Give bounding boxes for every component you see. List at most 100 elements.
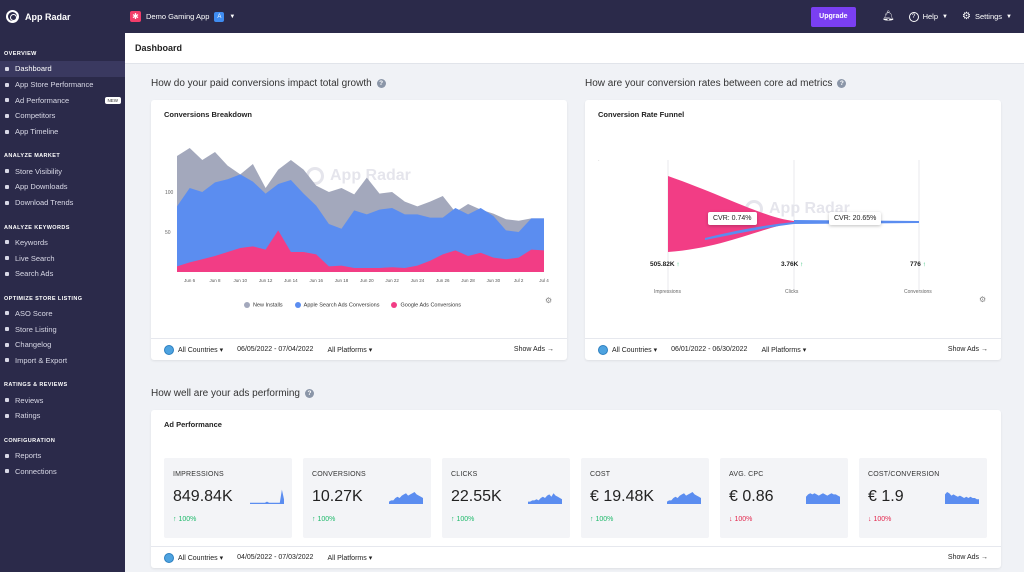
sparkline-area bbox=[945, 492, 979, 504]
sidebar-item-dashboard[interactable]: Dashboard bbox=[0, 61, 125, 77]
help-menu[interactable]: ? Help ▼ bbox=[908, 11, 948, 22]
stage-label-impressions: Impressions bbox=[654, 289, 681, 295]
sidebar-item-label: Store Visibility bbox=[15, 166, 62, 176]
country-filter[interactable]: All Countries ▾ bbox=[164, 552, 223, 563]
sidebar-item-app-timeline[interactable]: App Timeline bbox=[0, 124, 125, 140]
gear-icon: ⚙ bbox=[961, 11, 971, 22]
x-tick-label: Jun 12 bbox=[259, 278, 273, 283]
gear-icon[interactable]: ⚙ bbox=[979, 295, 987, 304]
sidebar-item-label: App Downloads bbox=[15, 182, 68, 192]
brand-logo[interactable]: App Radar bbox=[0, 10, 125, 23]
platform-filter[interactable]: All Platforms ▾ bbox=[761, 346, 807, 354]
show-ads-link[interactable]: Show Ads → bbox=[947, 554, 988, 561]
settings-menu[interactable]: ⚙ Settings ▼ bbox=[962, 11, 1012, 22]
country-filter[interactable]: All Countries ▾ bbox=[598, 344, 657, 355]
sidebar-item-changelog[interactable]: Changelog bbox=[0, 337, 125, 353]
sidebar-item-competitors[interactable]: Competitors bbox=[0, 108, 125, 124]
help-icon[interactable]: ? bbox=[837, 79, 847, 88]
top-bar: App Radar ✱ Demo Gaming App A ▼ Upgrade … bbox=[0, 0, 1024, 33]
legend-swatch bbox=[391, 302, 398, 308]
date-range[interactable]: 06/05/2022 - 07/04/2022 bbox=[237, 346, 314, 353]
y-tick-label: · bbox=[598, 158, 600, 164]
date-range[interactable]: 06/01/2022 - 06/30/2022 bbox=[671, 346, 748, 353]
app-selector[interactable]: ✱ Demo Gaming App A ▼ bbox=[130, 11, 235, 22]
x-tick-label: Jun 18 bbox=[335, 278, 349, 283]
x-tick-label: Jun 14 bbox=[284, 278, 298, 283]
sidebar-item-app-downloads[interactable]: App Downloads bbox=[0, 179, 125, 195]
legend-item[interactable]: Apple Search Ads Conversions bbox=[294, 302, 379, 308]
date-range[interactable]: 04/05/2022 - 07/03/2022 bbox=[237, 554, 314, 561]
sidebar-item-label: ASO Score bbox=[15, 308, 53, 318]
cvr-tooltip-1: CVR: 0.74% bbox=[708, 212, 757, 225]
gear-icon[interactable]: ⚙ bbox=[545, 296, 553, 305]
sidebar-item-live-search[interactable]: Live Search bbox=[0, 250, 125, 266]
show-ads-link[interactable]: Show Ads → bbox=[947, 346, 988, 353]
legend-item[interactable]: New Installs bbox=[244, 302, 283, 308]
metric-delta-value: 100% bbox=[873, 516, 892, 523]
help-icon: ? bbox=[908, 11, 919, 22]
sidebar-item-store-listing[interactable]: Store Listing bbox=[0, 321, 125, 337]
settings-label: Settings bbox=[974, 12, 1003, 21]
country-filter[interactable]: All Countries ▾ bbox=[164, 344, 223, 355]
sparkline-area bbox=[667, 492, 701, 504]
card-footer: All Countries ▾ 04/05/2022 - 07/03/2022 … bbox=[151, 546, 1001, 568]
conversion-rate-funnel-card: Conversion Rate Funnel App Radar · CVR: … bbox=[585, 100, 1001, 360]
arrow-up-icon: ↑ bbox=[312, 516, 316, 523]
square-bullet-icon bbox=[5, 327, 9, 332]
legend-label: Google Ads Conversions bbox=[400, 302, 462, 309]
sidebar-item-ad-performance[interactable]: Ad Performance NEW bbox=[0, 92, 125, 108]
sidebar-item-store-visibility[interactable]: Store Visibility bbox=[0, 163, 125, 179]
metric-delta: ↑ 100% bbox=[590, 516, 613, 523]
metric-tile-avg-cpc[interactable]: AVG. CPC € 0.86 ↓ 100% bbox=[720, 458, 848, 538]
sparkline bbox=[528, 493, 562, 504]
x-tick-label: Jun 6 bbox=[184, 278, 196, 283]
show-ads-link[interactable]: Show Ads → bbox=[513, 346, 554, 353]
square-bullet-icon bbox=[5, 129, 9, 134]
card-title: Conversion Rate Funnel bbox=[598, 110, 685, 119]
sidebar-item-label: App Store Performance bbox=[15, 80, 94, 90]
arrow-down-icon: ↓ bbox=[729, 516, 733, 523]
sidebar-section-title: RATINGS & REVIEWS bbox=[4, 382, 68, 389]
sidebar-item-reports[interactable]: Reports bbox=[0, 448, 125, 464]
help-icon[interactable]: ? bbox=[376, 79, 386, 88]
sidebar-section-title: ANALYZE KEYWORDS bbox=[4, 224, 70, 231]
app-icon: ✱ bbox=[130, 11, 141, 22]
metric-tile-clicks[interactable]: CLICKS 22.55K ↑ 100% bbox=[442, 458, 570, 538]
new-badge: NEW bbox=[104, 96, 121, 104]
x-tick-label: Jun 30 bbox=[487, 278, 501, 283]
bell-icon[interactable]: 🔔︎ bbox=[881, 11, 895, 22]
sidebar-item-label: Import & Export bbox=[15, 355, 68, 365]
sidebar-item-reviews[interactable]: Reviews bbox=[0, 392, 125, 408]
metric-label: CLICKS bbox=[451, 471, 478, 478]
metric-tile-conversions[interactable]: CONVERSIONS 10.27K ↑ 100% bbox=[303, 458, 431, 538]
sidebar-item-aso-score[interactable]: ASO Score bbox=[0, 306, 125, 322]
sidebar-item-keywords[interactable]: Keywords bbox=[0, 235, 125, 251]
sidebar-item-app-store-performance[interactable]: App Store Performance bbox=[0, 77, 125, 93]
sidebar-item-download-trends[interactable]: Download Trends bbox=[0, 195, 125, 211]
show-ads-label: Show Ads bbox=[947, 554, 980, 561]
sidebar-item-label: App Timeline bbox=[15, 127, 59, 137]
card-title: Conversions Breakdown bbox=[164, 110, 252, 119]
sidebar-item-ratings[interactable]: Ratings bbox=[0, 408, 125, 424]
help-label: Help bbox=[922, 12, 939, 21]
square-bullet-icon bbox=[5, 358, 9, 363]
metric-tile-cost[interactable]: COST € 19.48K ↑ 100% bbox=[581, 458, 709, 538]
upgrade-button[interactable]: Upgrade bbox=[810, 6, 856, 27]
square-bullet-icon bbox=[5, 271, 9, 276]
sidebar-item-connections[interactable]: Connections bbox=[0, 463, 125, 479]
sparkline-area bbox=[528, 493, 562, 504]
metric-tile-cost-conversion[interactable]: COST/CONVERSION € 1.9 ↓ 100% bbox=[859, 458, 987, 538]
sidebar-item-label: Dashboard bbox=[15, 64, 52, 74]
sidebar-section-title: OVERVIEW bbox=[4, 51, 37, 57]
square-bullet-icon bbox=[5, 200, 9, 205]
platform-filter[interactable]: All Platforms ▾ bbox=[327, 346, 373, 354]
section-title-growth: How do your paid conversions impact tota… bbox=[151, 78, 386, 89]
conversions-value-text: 776 bbox=[910, 261, 921, 268]
sidebar-item-search-ads[interactable]: Search Ads bbox=[0, 266, 125, 282]
metric-tile-impressions[interactable]: IMPRESSIONS 849.84K ↑ 100% bbox=[164, 458, 292, 538]
legend-item[interactable]: Google Ads Conversions bbox=[391, 302, 461, 308]
metric-delta: ↑ 100% bbox=[173, 516, 196, 523]
platform-filter[interactable]: All Platforms ▾ bbox=[327, 554, 373, 562]
help-icon[interactable]: ? bbox=[304, 389, 314, 398]
sidebar-item-import-export[interactable]: Import & Export bbox=[0, 353, 125, 369]
